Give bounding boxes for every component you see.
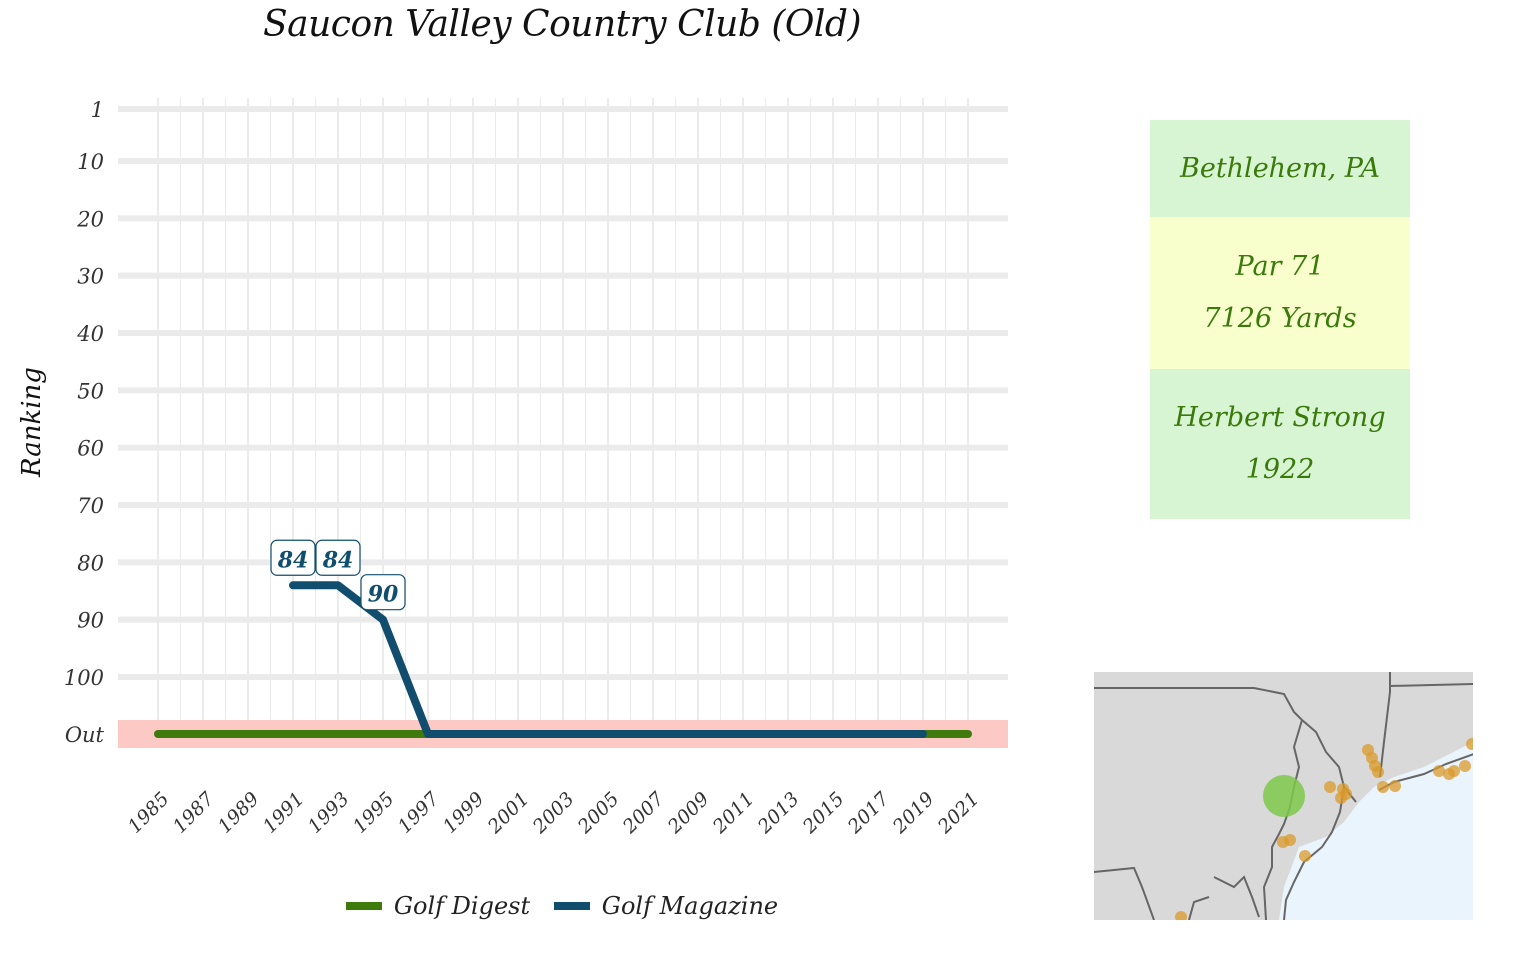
x-tick-label: 2003 — [528, 788, 578, 838]
x-tick-label: 1989 — [214, 788, 264, 838]
y-tick-label: Out — [65, 723, 105, 747]
legend-label-golf-digest: Golf Digest — [393, 892, 531, 920]
data-label-box — [360, 574, 406, 611]
legend: Golf Digest Golf Magazine — [0, 888, 1124, 920]
data-label: 90 — [368, 582, 399, 608]
grid — [118, 98, 1008, 748]
y-tick-labels: 1 10 20 30 40 50 60 70 80 90 100 Out — [64, 98, 105, 747]
x-tick-label: 2007 — [618, 787, 669, 838]
y-tick-label: 30 — [77, 265, 104, 289]
x-tick-label: 1987 — [169, 787, 219, 837]
course-stats-box: Par 71 7126 Yards — [1150, 217, 1410, 369]
legend-swatch-golf-digest — [345, 902, 382, 910]
y-tick-label: 60 — [77, 437, 104, 461]
x-tick-label: 2017 — [843, 787, 894, 838]
map-coastline-long-island — [1378, 753, 1473, 791]
x-tick-label: 1995 — [349, 788, 399, 838]
map-svg — [1094, 672, 1473, 920]
x-tick-label: 1991 — [259, 788, 309, 838]
map-border-de — [1213, 875, 1260, 918]
map-border-ny-ct — [1379, 672, 1391, 778]
series-lines — [154, 581, 972, 738]
location-text: Bethlehem, PA — [1180, 152, 1380, 184]
chart-title: Saucon Valley Country Club (Old) — [263, 4, 862, 45]
data-label-box — [315, 539, 361, 576]
x-tick-label: 2001 — [483, 788, 533, 838]
y-tick-label: 100 — [64, 666, 104, 690]
x-tick-label: 2021 — [933, 788, 983, 838]
y-tick-label: 10 — [77, 150, 104, 174]
x-tick-label: 1999 — [439, 788, 489, 838]
other-course-markers — [1175, 738, 1473, 920]
course-location-marker[interactable] — [1263, 775, 1305, 817]
map-chesapeake — [1188, 896, 1210, 920]
map-nj-coast — [1283, 786, 1345, 920]
x-tick-label: 1985 — [124, 788, 174, 838]
legend-item-golf-magazine[interactable]: Golf Magazine — [553, 892, 779, 920]
map-border-ma — [1389, 683, 1473, 687]
y-tick-label: 1 — [91, 98, 104, 122]
x-tick-label: 2015 — [798, 788, 848, 838]
data-label: 84 — [277, 547, 309, 573]
map-ocean — [1279, 742, 1473, 920]
legend-swatch-golf-magazine — [553, 902, 590, 910]
x-tick-label: 1993 — [304, 788, 354, 838]
x-tick-label: 2009 — [663, 788, 713, 838]
y-tick-label: 90 — [77, 609, 104, 633]
par-text: Par 71 — [1235, 251, 1325, 282]
y-tick-label: 40 — [76, 322, 104, 346]
data-label: 84 — [322, 547, 354, 573]
legend-item-golf-digest[interactable]: Golf Digest — [345, 892, 531, 920]
data-label-box — [270, 539, 316, 576]
year-text: 1922 — [1245, 454, 1315, 485]
map-border-pa-nj — [1262, 719, 1303, 920]
data-labels: 84 84 90 — [270, 539, 406, 611]
yards-text: 7126 Yards — [1203, 303, 1357, 334]
y-axis-label: Ranking — [17, 367, 47, 478]
map-border-md — [1094, 866, 1155, 920]
y-tick-label: 20 — [76, 207, 104, 231]
location-map[interactable] — [1094, 672, 1473, 920]
y-tick-label: 50 — [77, 379, 104, 403]
legend-label-golf-magazine: Golf Magazine — [601, 892, 779, 920]
location-box: Bethlehem, PA — [1150, 120, 1410, 217]
series-line-golf-magazine — [289, 581, 927, 738]
y-tick-label: 80 — [77, 551, 104, 575]
x-tick-label: 2019 — [888, 788, 938, 838]
y-tick-label: 70 — [77, 494, 104, 518]
x-tick-label: 2013 — [753, 788, 803, 838]
architect-box: Herbert Strong 1922 — [1150, 369, 1410, 519]
map-border-ny-pa — [1094, 687, 1357, 803]
x-tick-label: 1997 — [394, 787, 444, 837]
x-tick-label: 2011 — [708, 788, 758, 838]
x-tick-label: 2005 — [573, 788, 623, 838]
x-tick-labels: 1985198719891991199319951997199920012003… — [124, 787, 984, 838]
architect-text: Herbert Strong — [1174, 402, 1386, 433]
